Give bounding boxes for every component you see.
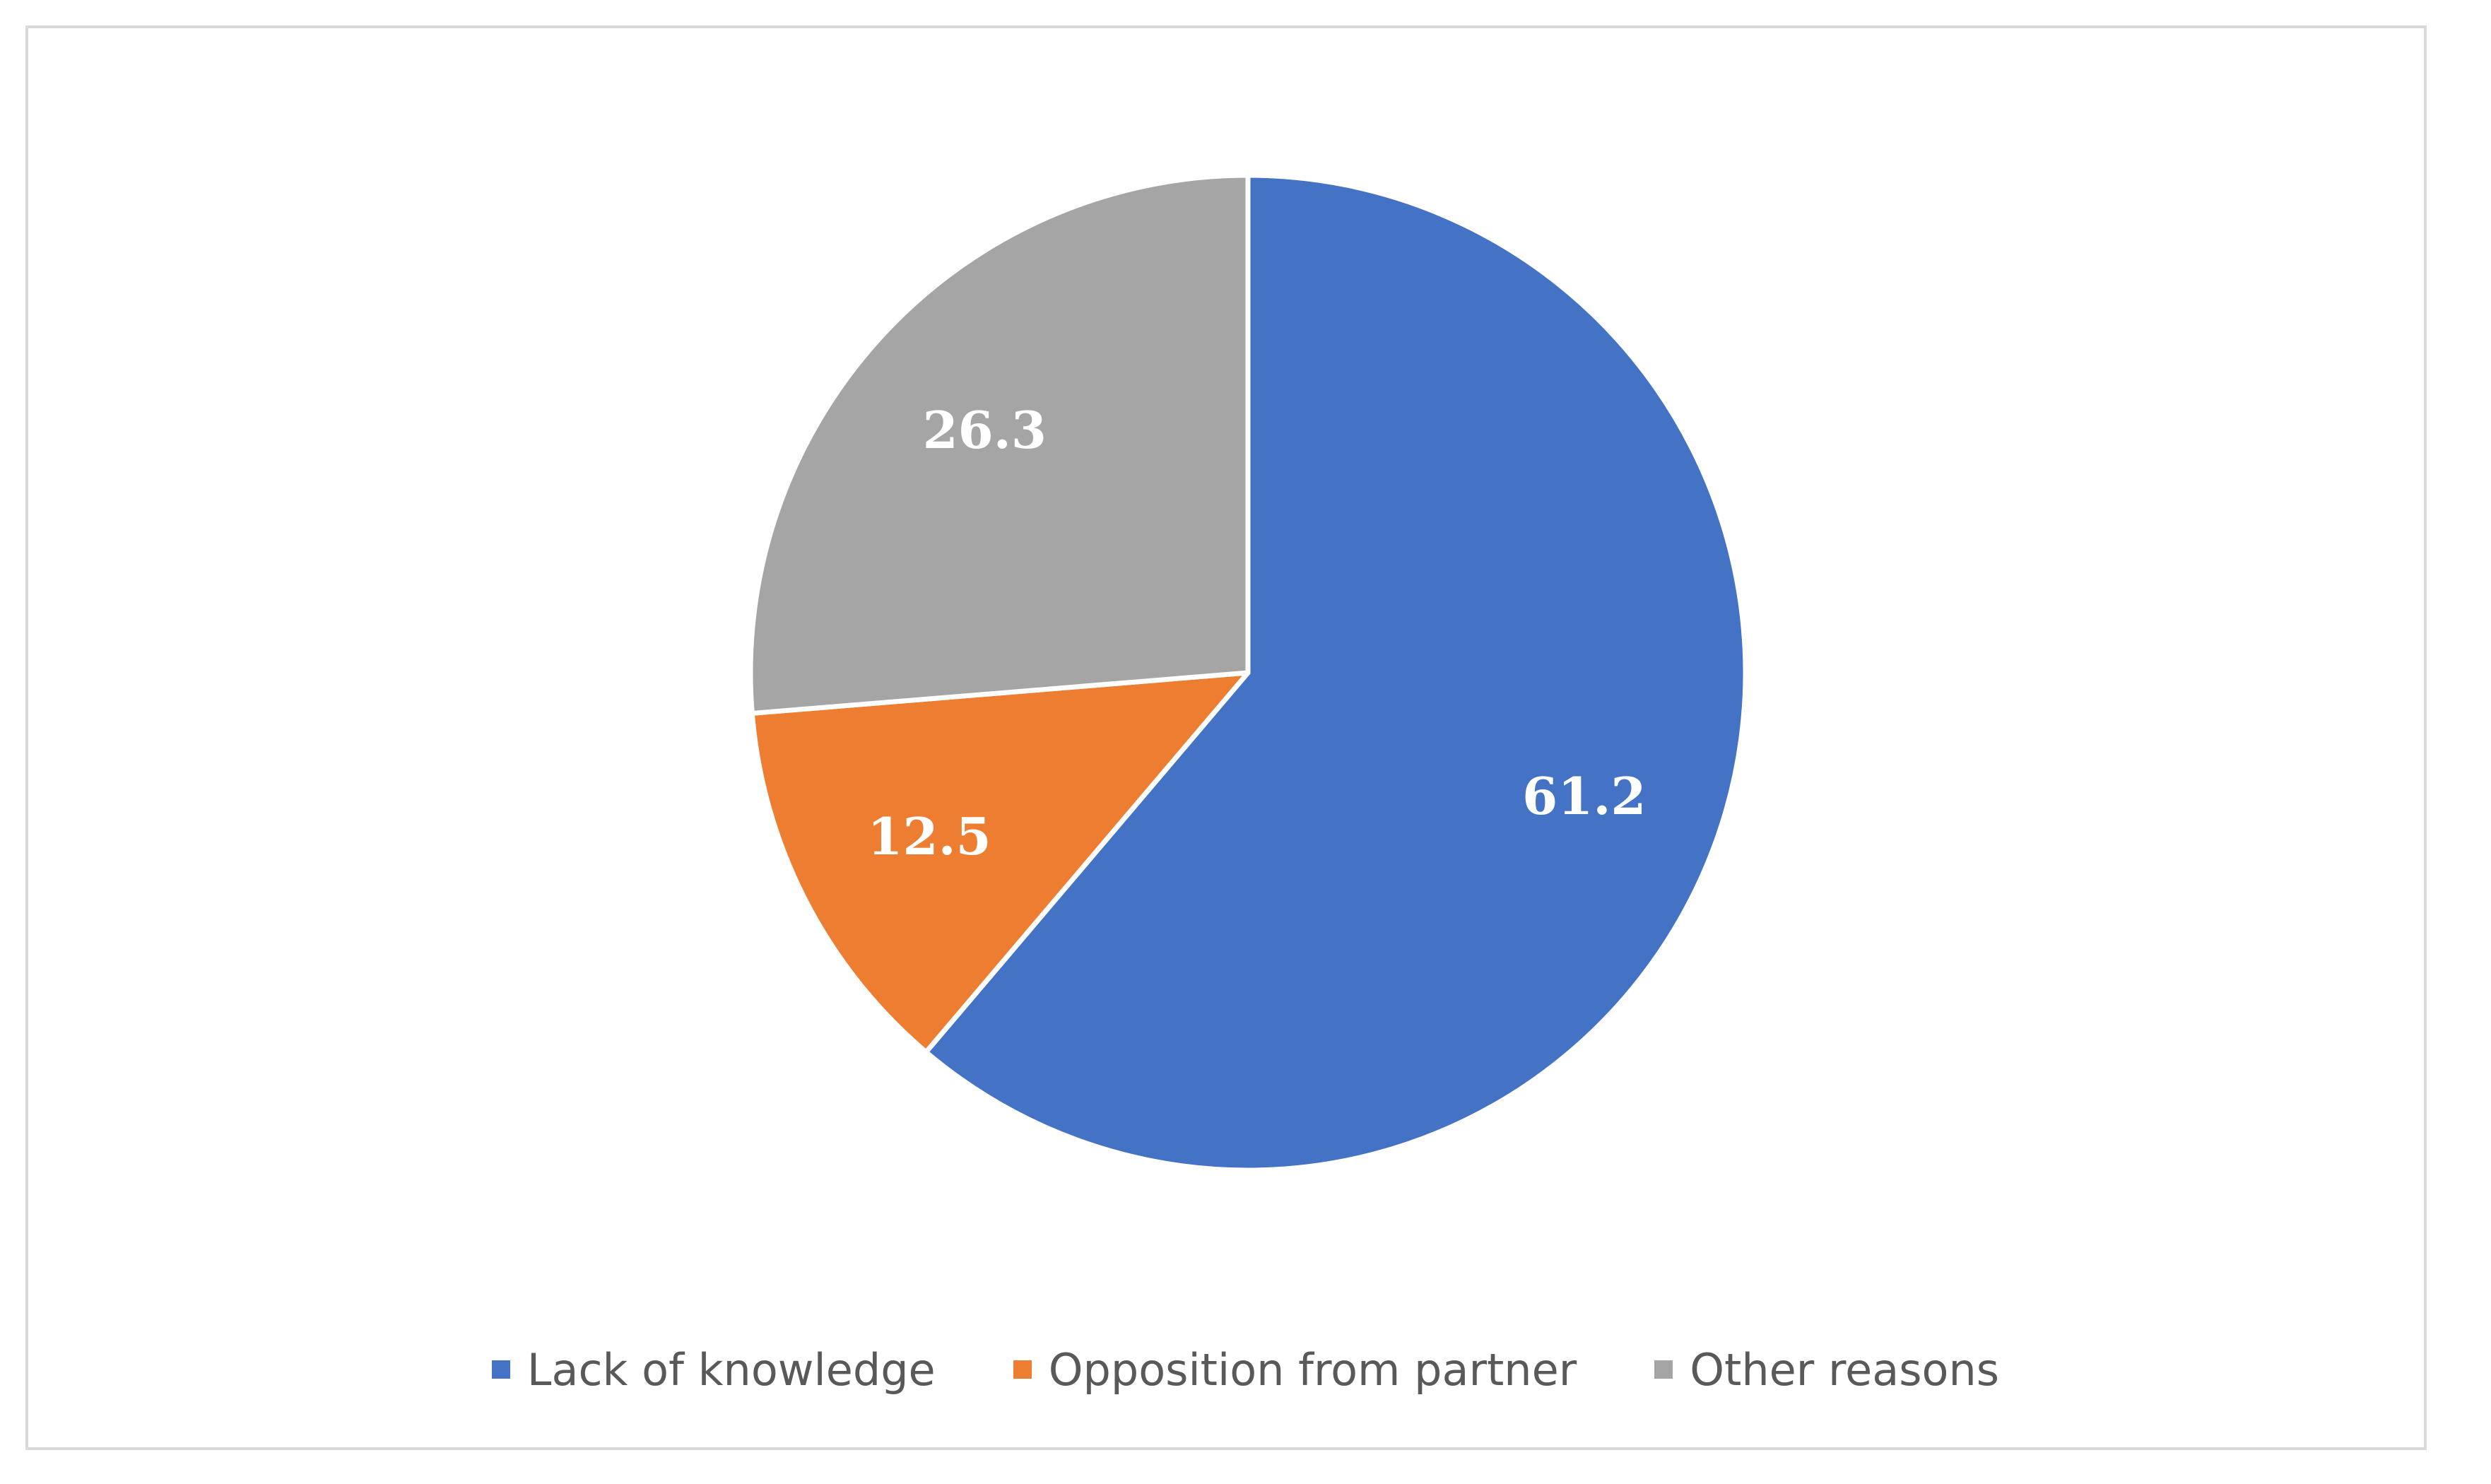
data-label-other-reasons: 26.3 — [923, 400, 1047, 460]
legend: Lack of knowledge Opposition from partner… — [0, 1341, 2491, 1398]
legend-label: Lack of knowledge — [526, 1343, 936, 1396]
pie-slice-other-reasons — [748, 172, 1251, 716]
legend-item-opposition-from-partner: Opposition from partner — [1013, 1344, 1577, 1396]
slice-data-labels: 61.2 12.5 26.3 — [867, 400, 1646, 866]
pie-slice-lack-of-knowledge — [923, 172, 1748, 1173]
legend-label: Opposition from partner — [1048, 1343, 1577, 1396]
pie-slices — [748, 172, 1748, 1173]
pie-slice-opposition-from-partner — [749, 670, 1251, 1055]
legend-swatch — [491, 1360, 510, 1379]
data-label-lack-of-knowledge: 61.2 — [1522, 766, 1646, 826]
legend-label: Other reasons — [1690, 1343, 2000, 1396]
legend-swatch — [1654, 1360, 1673, 1379]
legend-item-lack-of-knowledge: Lack of knowledge — [491, 1343, 936, 1396]
legend-swatch — [1013, 1360, 1032, 1379]
data-label-opposition-from-partner: 12.5 — [867, 806, 991, 866]
legend-item-other-reasons: Other reasons — [1654, 1344, 1999, 1396]
